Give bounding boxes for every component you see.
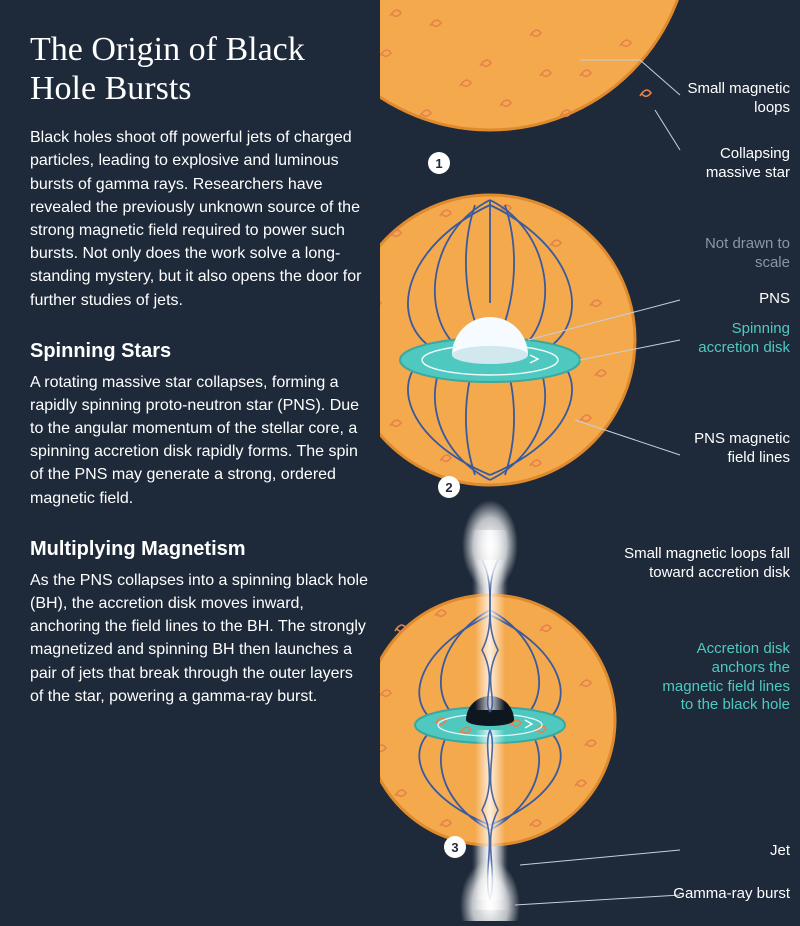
page-title: The Origin of Black Hole Bursts <box>30 30 370 108</box>
stage-1-star <box>380 0 690 130</box>
stage-1-badge: 1 <box>428 152 450 174</box>
stage-3-badge: 3 <box>444 836 466 858</box>
diagram-panel: 1 2 3 Small magnetic loops Collapsing ma… <box>380 0 800 921</box>
label-collapsing: Collapsing massive star <box>680 145 790 183</box>
label-pns: PNS <box>680 290 790 309</box>
section-1-body: A rotating massive star collapses, formi… <box>30 371 370 510</box>
label-pns-lines: PNS magnetic field lines <box>680 430 790 468</box>
label-anchors: Accretion disk anchors the magnetic fiel… <box>660 640 790 715</box>
section-1-head: Spinning Stars <box>30 340 370 363</box>
label-jet: Jet <box>680 842 790 861</box>
stage-2-star <box>380 195 635 485</box>
section-2-body: As the PNS collapses into a spinning bla… <box>30 569 370 708</box>
label-grb: Gamma-ray burst <box>630 885 790 904</box>
label-not-scale: Not drawn to scale <box>680 235 790 273</box>
label-loops-fall: Small magnetic loops fall toward accreti… <box>615 545 790 583</box>
label-small-loops: Small magnetic loops <box>680 80 790 118</box>
stage-2-badge: 2 <box>438 476 460 498</box>
section-2-head: Multiplying Magnetism <box>30 538 370 561</box>
label-spinning-disk: Spinning accretion disk <box>680 320 790 358</box>
intro-paragraph: Black holes shoot off powerful jets of c… <box>30 126 370 312</box>
stage-3-star <box>380 500 615 921</box>
